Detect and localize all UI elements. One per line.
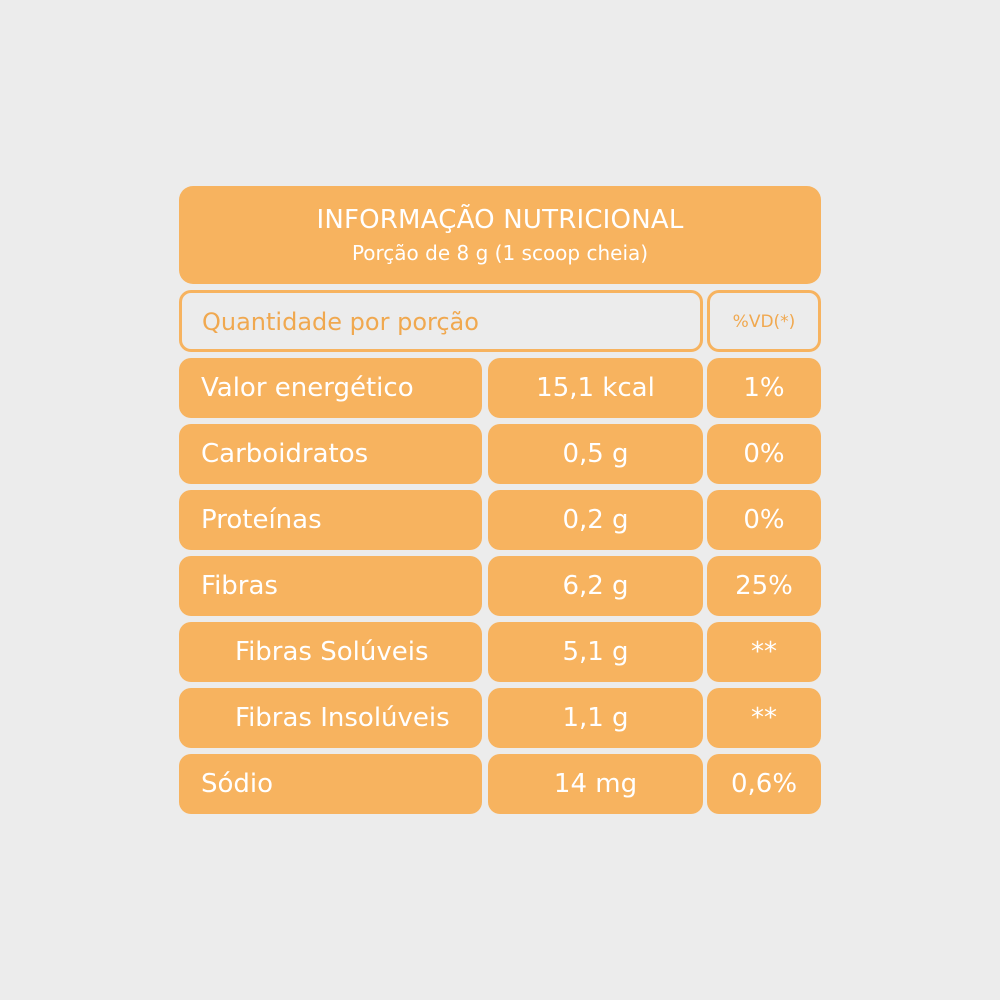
nutrient-daily-value: 0,6% <box>707 754 821 814</box>
nutrient-name: Sódio <box>179 754 482 814</box>
nutrient-daily-value: ** <box>707 688 821 748</box>
nutrient-amount: 0,2 g <box>488 490 703 550</box>
column-header-row: Quantidade por porção %VD(*) <box>179 290 821 352</box>
nutrient-amount: 14 mg <box>488 754 703 814</box>
nutrient-amount: 1,1 g <box>488 688 703 748</box>
nutrient-daily-value: 0% <box>707 424 821 484</box>
quantity-per-serving-label: Quantidade por porção <box>202 308 479 336</box>
nutrient-amount: 5,1 g <box>488 622 703 682</box>
serving-size: Porção de 8 g (1 scoop cheia) <box>351 241 649 265</box>
nutrient-name: Fibras Solúveis <box>179 622 482 682</box>
quantity-per-serving-header: Quantidade por porção <box>179 290 703 352</box>
nutrition-header: INFORMAÇÃO NUTRICIONAL Porção de 8 g (1 … <box>179 186 821 284</box>
nutrient-row: Carboidratos 0,5 g 0% <box>179 424 821 484</box>
nutrient-name: Valor energético <box>179 358 482 418</box>
nutrient-amount: 0,5 g <box>488 424 703 484</box>
nutrient-amount: 6,2 g <box>488 556 703 616</box>
nutrient-daily-value: 25% <box>707 556 821 616</box>
nutrient-name: Fibras <box>179 556 482 616</box>
nutrient-name: Proteínas <box>179 490 482 550</box>
nutrient-row: Fibras 6,2 g 25% <box>179 556 821 616</box>
nutrient-daily-value: 1% <box>707 358 821 418</box>
daily-value-header: %VD(*) <box>707 290 821 352</box>
nutrient-name: Fibras Insolúveis <box>179 688 482 748</box>
nutrition-title: INFORMAÇÃO NUTRICIONAL <box>316 205 684 235</box>
nutrient-row: Sódio 14 mg 0,6% <box>179 754 821 814</box>
nutrient-row: Proteínas 0,2 g 0% <box>179 490 821 550</box>
nutrient-amount: 15,1 kcal <box>488 358 703 418</box>
nutrient-row: Fibras Solúveis 5,1 g ** <box>179 622 821 682</box>
nutrient-daily-value: ** <box>707 622 821 682</box>
nutrient-daily-value: 0% <box>707 490 821 550</box>
nutrient-name: Carboidratos <box>179 424 482 484</box>
nutrient-row: Valor energético 15,1 kcal 1% <box>179 358 821 418</box>
nutrient-row: Fibras Insolúveis 1,1 g ** <box>179 688 821 748</box>
daily-value-label: %VD(*) <box>732 312 796 332</box>
